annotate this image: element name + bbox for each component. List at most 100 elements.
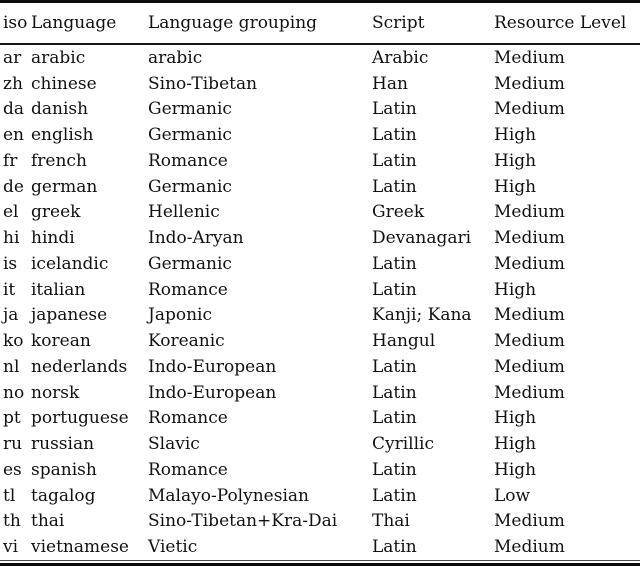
cell-language: hindi — [31, 228, 75, 249]
cell-script: Latin — [372, 537, 417, 558]
cell-grouping: Hellenic — [148, 202, 220, 223]
cell-resource: Medium — [494, 356, 565, 377]
cell-resource: Medium — [494, 511, 565, 532]
cell-resource: Medium — [494, 253, 565, 274]
cell-script: Latin — [372, 99, 417, 120]
header-row: iso Language Language grouping Script Re… — [0, 1, 640, 45]
cell-grouping: Indo-European — [148, 382, 277, 403]
cell-language: chinese — [31, 73, 97, 94]
cell-resource: Medium — [494, 382, 565, 403]
cell-language: portuguese — [31, 408, 129, 429]
cell-language: vietnamese — [31, 537, 129, 558]
cell-script: Cyrillic — [372, 434, 435, 455]
cell-grouping: Slavic — [148, 434, 200, 455]
cell-resource: Medium — [494, 331, 565, 352]
column-header-grouping: Language grouping — [148, 1, 372, 45]
table-row: no norsk Indo-European Latin Medium — [0, 380, 640, 406]
cell-resource: High — [494, 150, 537, 171]
cell-script: Devanagari — [372, 228, 472, 249]
cell-language: japanese — [31, 305, 108, 326]
table-row: is icelandic Germanic Latin Medium — [0, 251, 640, 277]
table-row: it italian Romance Latin High — [0, 277, 640, 303]
cell-iso: da — [3, 99, 25, 120]
cell-grouping: Vietic — [148, 537, 198, 558]
table-row: ko korean Koreanic Hangul Medium — [0, 328, 640, 354]
cell-resource: Medium — [494, 73, 565, 94]
cell-language: arabic — [31, 47, 86, 68]
cell-grouping: Romance — [148, 408, 228, 429]
cell-language: greek — [31, 202, 81, 223]
table-row: da danish Germanic Latin Medium — [0, 97, 640, 123]
cell-grouping: Sino-Tibetan — [148, 73, 258, 94]
table-row: tl tagalog Malayo-Polynesian Latin Low — [0, 483, 640, 509]
cell-language: norsk — [31, 382, 80, 403]
bottom-rule-thick — [0, 563, 640, 566]
table-header: iso Language Language grouping Script Re… — [0, 1, 640, 45]
cell-iso: de — [3, 176, 24, 197]
cell-grouping: Indo-European — [148, 356, 277, 377]
cell-iso: en — [3, 125, 25, 146]
cell-resource: Medium — [494, 47, 565, 68]
cell-grouping: Romance — [148, 459, 228, 480]
cell-iso: no — [3, 382, 25, 403]
cell-language: spanish — [31, 459, 97, 480]
cell-script: Latin — [372, 150, 417, 171]
cell-grouping: arabic — [148, 47, 203, 68]
cell-grouping: Japonic — [148, 305, 212, 326]
cell-language: russian — [31, 434, 95, 455]
table-row: el greek Hellenic Greek Medium — [0, 200, 640, 226]
cell-resource: Medium — [494, 228, 565, 249]
table-row: ru russian Slavic Cyrillic High — [0, 431, 640, 457]
table-row: zh chinese Sino-Tibetan Han Medium — [0, 71, 640, 97]
cell-iso: fr — [3, 150, 18, 171]
cell-iso: it — [3, 279, 16, 300]
cell-iso: vi — [3, 537, 19, 558]
cell-iso: is — [3, 253, 18, 274]
cell-grouping: Romance — [148, 150, 228, 171]
cell-grouping: Germanic — [148, 253, 232, 274]
cell-script: Han — [372, 73, 408, 94]
cell-grouping: Indo-Aryan — [148, 228, 244, 249]
table-row: th thai Sino-Tibetan+Kra-Dai Thai Medium — [0, 509, 640, 535]
column-header-resource: Resource Level — [494, 1, 640, 45]
bottom-rule-gap — [0, 561, 640, 563]
column-header-language: Language — [31, 1, 148, 45]
cell-language: icelandic — [31, 253, 109, 274]
cell-grouping: Sino-Tibetan+Kra-Dai — [148, 511, 338, 532]
table-row: vi vietnamese Vietic Latin Medium — [0, 534, 640, 560]
cell-iso: zh — [3, 73, 23, 94]
cell-language: thai — [31, 511, 65, 532]
cell-resource: Medium — [494, 99, 565, 120]
cell-script: Latin — [372, 279, 417, 300]
cell-resource: High — [494, 279, 537, 300]
cell-script: Hangul — [372, 331, 436, 352]
cell-resource: High — [494, 125, 537, 146]
cell-grouping: Germanic — [148, 176, 232, 197]
cell-language: nederlands — [31, 356, 128, 377]
cell-script: Latin — [372, 253, 417, 274]
cell-script: Thai — [372, 511, 410, 532]
cell-iso: pt — [3, 408, 21, 429]
table-row: ja japanese Japonic Kanji; Kana Medium — [0, 303, 640, 329]
cell-grouping: Romance — [148, 279, 228, 300]
table-row: de german Germanic Latin High — [0, 174, 640, 200]
cell-iso: th — [3, 511, 21, 532]
cell-script: Kanji; Kana — [372, 305, 472, 326]
cell-script: Latin — [372, 356, 417, 377]
table-row: hi hindi Indo-Aryan Devanagari Medium — [0, 225, 640, 251]
table-row: nl nederlands Indo-European Latin Medium — [0, 354, 640, 380]
cell-language: italian — [31, 279, 86, 300]
cell-script: Latin — [372, 408, 417, 429]
cell-resource: Medium — [494, 537, 565, 558]
cell-iso: el — [3, 202, 19, 223]
cell-resource: High — [494, 408, 537, 429]
cell-iso: ar — [3, 47, 22, 68]
cell-script: Latin — [372, 125, 417, 146]
cell-grouping: Koreanic — [148, 331, 225, 352]
column-header-iso: iso — [0, 1, 31, 45]
cell-language: german — [31, 176, 98, 197]
column-header-script: Script — [372, 1, 494, 45]
cell-iso: es — [3, 459, 22, 480]
table-row: fr french Romance Latin High — [0, 148, 640, 174]
